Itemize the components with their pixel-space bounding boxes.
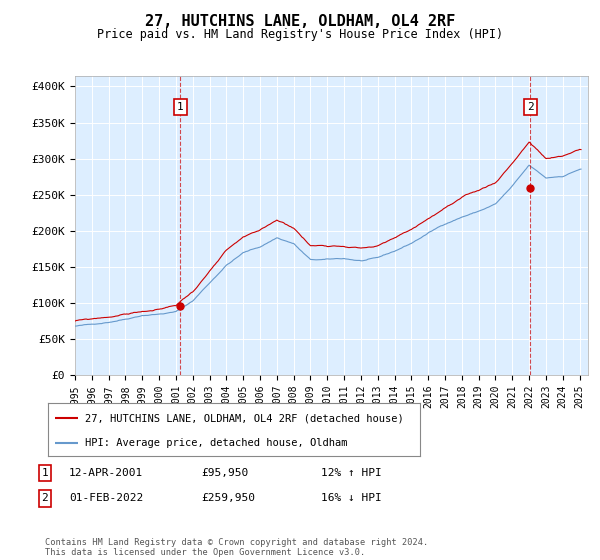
- Text: 12-APR-2001: 12-APR-2001: [69, 468, 143, 478]
- Text: Price paid vs. HM Land Registry's House Price Index (HPI): Price paid vs. HM Land Registry's House …: [97, 28, 503, 41]
- Text: Contains HM Land Registry data © Crown copyright and database right 2024.
This d: Contains HM Land Registry data © Crown c…: [45, 538, 428, 557]
- Text: 27, HUTCHINS LANE, OLDHAM, OL4 2RF (detached house): 27, HUTCHINS LANE, OLDHAM, OL4 2RF (deta…: [85, 413, 404, 423]
- Text: 2: 2: [527, 102, 534, 112]
- Text: 12% ↑ HPI: 12% ↑ HPI: [321, 468, 382, 478]
- Text: £95,950: £95,950: [201, 468, 248, 478]
- Text: HPI: Average price, detached house, Oldham: HPI: Average price, detached house, Oldh…: [85, 438, 348, 448]
- Text: 1: 1: [177, 102, 184, 112]
- Text: 2: 2: [41, 493, 49, 503]
- Text: 16% ↓ HPI: 16% ↓ HPI: [321, 493, 382, 503]
- Text: £259,950: £259,950: [201, 493, 255, 503]
- Text: 01-FEB-2022: 01-FEB-2022: [69, 493, 143, 503]
- Text: 27, HUTCHINS LANE, OLDHAM, OL4 2RF: 27, HUTCHINS LANE, OLDHAM, OL4 2RF: [145, 14, 455, 29]
- Text: 1: 1: [41, 468, 49, 478]
